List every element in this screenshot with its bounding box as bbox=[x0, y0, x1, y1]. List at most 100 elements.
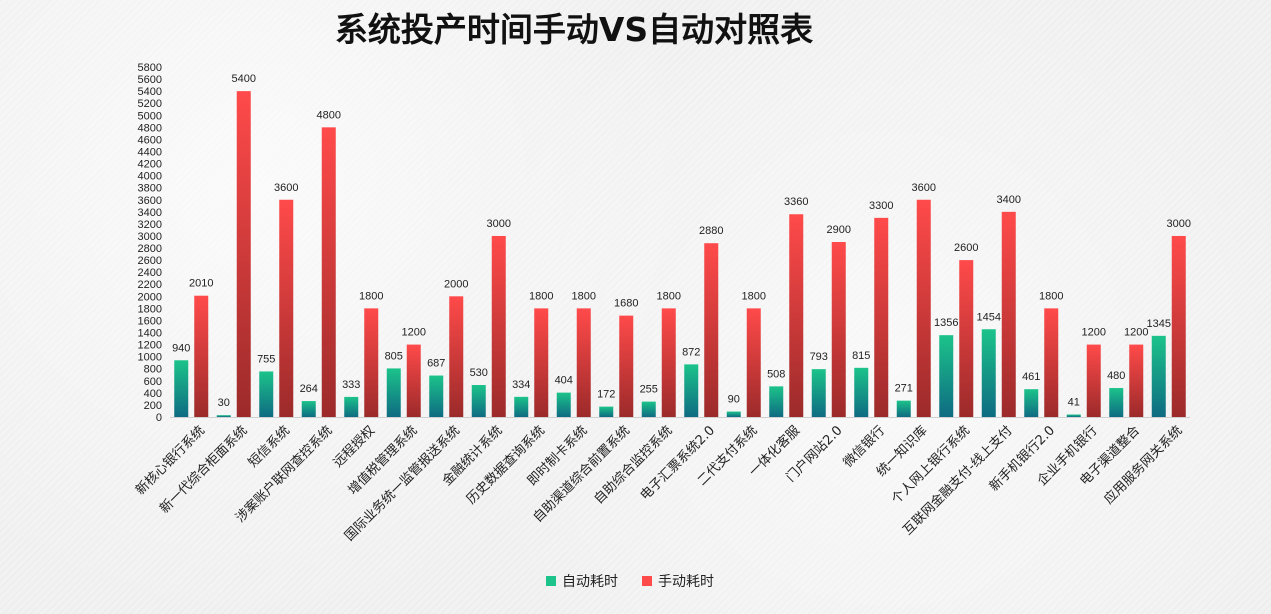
bar-manual bbox=[321, 127, 336, 418]
bar-auto bbox=[769, 386, 784, 417]
y-tick-label: 3200 bbox=[138, 219, 162, 231]
data-label-auto: 172 bbox=[597, 389, 615, 401]
data-label-auto: 271 bbox=[895, 383, 913, 395]
bar-manual bbox=[1044, 308, 1059, 417]
y-tick-label: 4000 bbox=[138, 171, 162, 183]
bar-auto bbox=[811, 369, 826, 417]
data-label-manual: 1800 bbox=[359, 290, 383, 302]
y-tick-label: 800 bbox=[144, 364, 162, 376]
data-label-manual: 1800 bbox=[572, 290, 596, 302]
bar-auto bbox=[344, 396, 359, 417]
y-tick-label: 1400 bbox=[138, 328, 162, 340]
bar-auto bbox=[1109, 388, 1124, 417]
y-tick-label: 5600 bbox=[138, 74, 162, 86]
bar-auto bbox=[1066, 414, 1081, 417]
data-label-manual: 1200 bbox=[1124, 327, 1148, 339]
data-label-manual: 3360 bbox=[784, 196, 808, 208]
data-label-manual: 5400 bbox=[232, 73, 256, 85]
data-label-manual: 3000 bbox=[487, 218, 511, 230]
bar-auto bbox=[259, 371, 274, 417]
y-tick-label: 2800 bbox=[138, 243, 162, 255]
y-tick-label: 200 bbox=[144, 400, 162, 412]
bar-auto bbox=[514, 396, 529, 417]
y-tick-label: 1000 bbox=[138, 352, 162, 364]
data-label-auto: 687 bbox=[427, 358, 445, 370]
bar-manual bbox=[661, 308, 676, 417]
y-tick-label: 1200 bbox=[138, 340, 162, 352]
bar-auto bbox=[939, 335, 954, 417]
bar-manual bbox=[576, 308, 591, 417]
bar-manual bbox=[1171, 235, 1186, 417]
bar-auto bbox=[726, 411, 741, 417]
legend-label-manual: 手动耗时 bbox=[658, 574, 714, 590]
x-tick-label: 电子汇票系统2.0 bbox=[638, 423, 718, 503]
y-tick-label: 5000 bbox=[138, 110, 162, 122]
y-axis: 0200400600800100012001400160018002000220… bbox=[138, 62, 1190, 424]
y-tick-label: 5800 bbox=[138, 62, 162, 74]
y-tick-label: 2200 bbox=[138, 279, 162, 291]
data-label-auto: 30 bbox=[218, 397, 230, 409]
y-tick-label: 3000 bbox=[138, 231, 162, 243]
bar-auto bbox=[641, 401, 656, 417]
bar-manual bbox=[534, 308, 549, 417]
x-axis: 新核心银行系统新一代综合柜面系统短信系统涉案账户联网查控系统远程授权增值税管理系… bbox=[132, 423, 1185, 545]
bar-manual bbox=[874, 217, 889, 417]
y-tick-label: 5200 bbox=[138, 98, 162, 110]
bar-manual bbox=[1086, 344, 1101, 417]
y-tick-label: 3600 bbox=[138, 195, 162, 207]
data-label-manual: 3300 bbox=[869, 200, 893, 212]
y-tick-label: 3400 bbox=[138, 207, 162, 219]
data-label-auto: 461 bbox=[1022, 371, 1040, 383]
y-tick-label: 4800 bbox=[138, 122, 162, 134]
bar-manual bbox=[959, 260, 974, 417]
bars bbox=[174, 91, 1186, 418]
data-label-manual: 2600 bbox=[954, 242, 978, 254]
y-tick-label: 4200 bbox=[138, 159, 162, 171]
data-label-auto: 815 bbox=[852, 350, 870, 362]
data-label-auto: 41 bbox=[1068, 397, 1080, 409]
y-tick-label: 600 bbox=[144, 376, 162, 388]
data-label-auto: 508 bbox=[767, 368, 785, 380]
bar-manual bbox=[364, 308, 379, 417]
y-tick-label: 400 bbox=[144, 388, 162, 400]
data-label-manual: 3400 bbox=[997, 194, 1021, 206]
bar-auto bbox=[1024, 389, 1039, 417]
data-label-manual: 3600 bbox=[912, 182, 936, 194]
data-label-manual: 2880 bbox=[699, 225, 723, 237]
bar-auto bbox=[896, 400, 911, 417]
bar-manual bbox=[491, 235, 506, 417]
bar-manual bbox=[236, 91, 251, 417]
legend: 自动耗时 手动耗时 bbox=[546, 574, 714, 590]
bar-auto bbox=[556, 392, 571, 417]
data-label-auto: 755 bbox=[257, 353, 275, 365]
data-label-manual: 1800 bbox=[1039, 290, 1063, 302]
y-tick-label: 2600 bbox=[138, 255, 162, 267]
bar-manual bbox=[704, 243, 719, 417]
bar-auto bbox=[216, 415, 231, 417]
data-label-auto: 404 bbox=[555, 375, 573, 387]
bar-manual bbox=[789, 214, 804, 417]
y-tick-label: 0 bbox=[156, 412, 162, 424]
data-label-auto: 334 bbox=[512, 379, 530, 391]
bar-auto bbox=[684, 364, 699, 417]
legend-label-auto: 自动耗时 bbox=[562, 574, 618, 590]
data-label-auto: 1454 bbox=[977, 311, 1001, 323]
data-label-manual: 2000 bbox=[444, 278, 468, 290]
data-label-manual: 1200 bbox=[1082, 327, 1106, 339]
bar-auto bbox=[174, 360, 189, 417]
data-label-manual: 1800 bbox=[657, 290, 681, 302]
bar-manual bbox=[916, 199, 931, 417]
data-label-manual: 4800 bbox=[317, 109, 341, 121]
data-label-manual: 1800 bbox=[742, 290, 766, 302]
bar-manual bbox=[619, 315, 634, 417]
y-tick-label: 2400 bbox=[138, 267, 162, 279]
y-tick-label: 2000 bbox=[138, 291, 162, 303]
data-label-auto: 805 bbox=[385, 350, 403, 362]
data-label-manual: 1200 bbox=[402, 327, 426, 339]
y-tick-label: 5400 bbox=[138, 86, 162, 98]
bar-auto bbox=[386, 368, 401, 417]
data-label-manual: 3600 bbox=[274, 182, 298, 194]
data-label-auto: 872 bbox=[682, 346, 700, 358]
data-labels: 940 2010 30 5400 755 3600 264 4800 333 1800 805 120… bbox=[172, 73, 1191, 409]
